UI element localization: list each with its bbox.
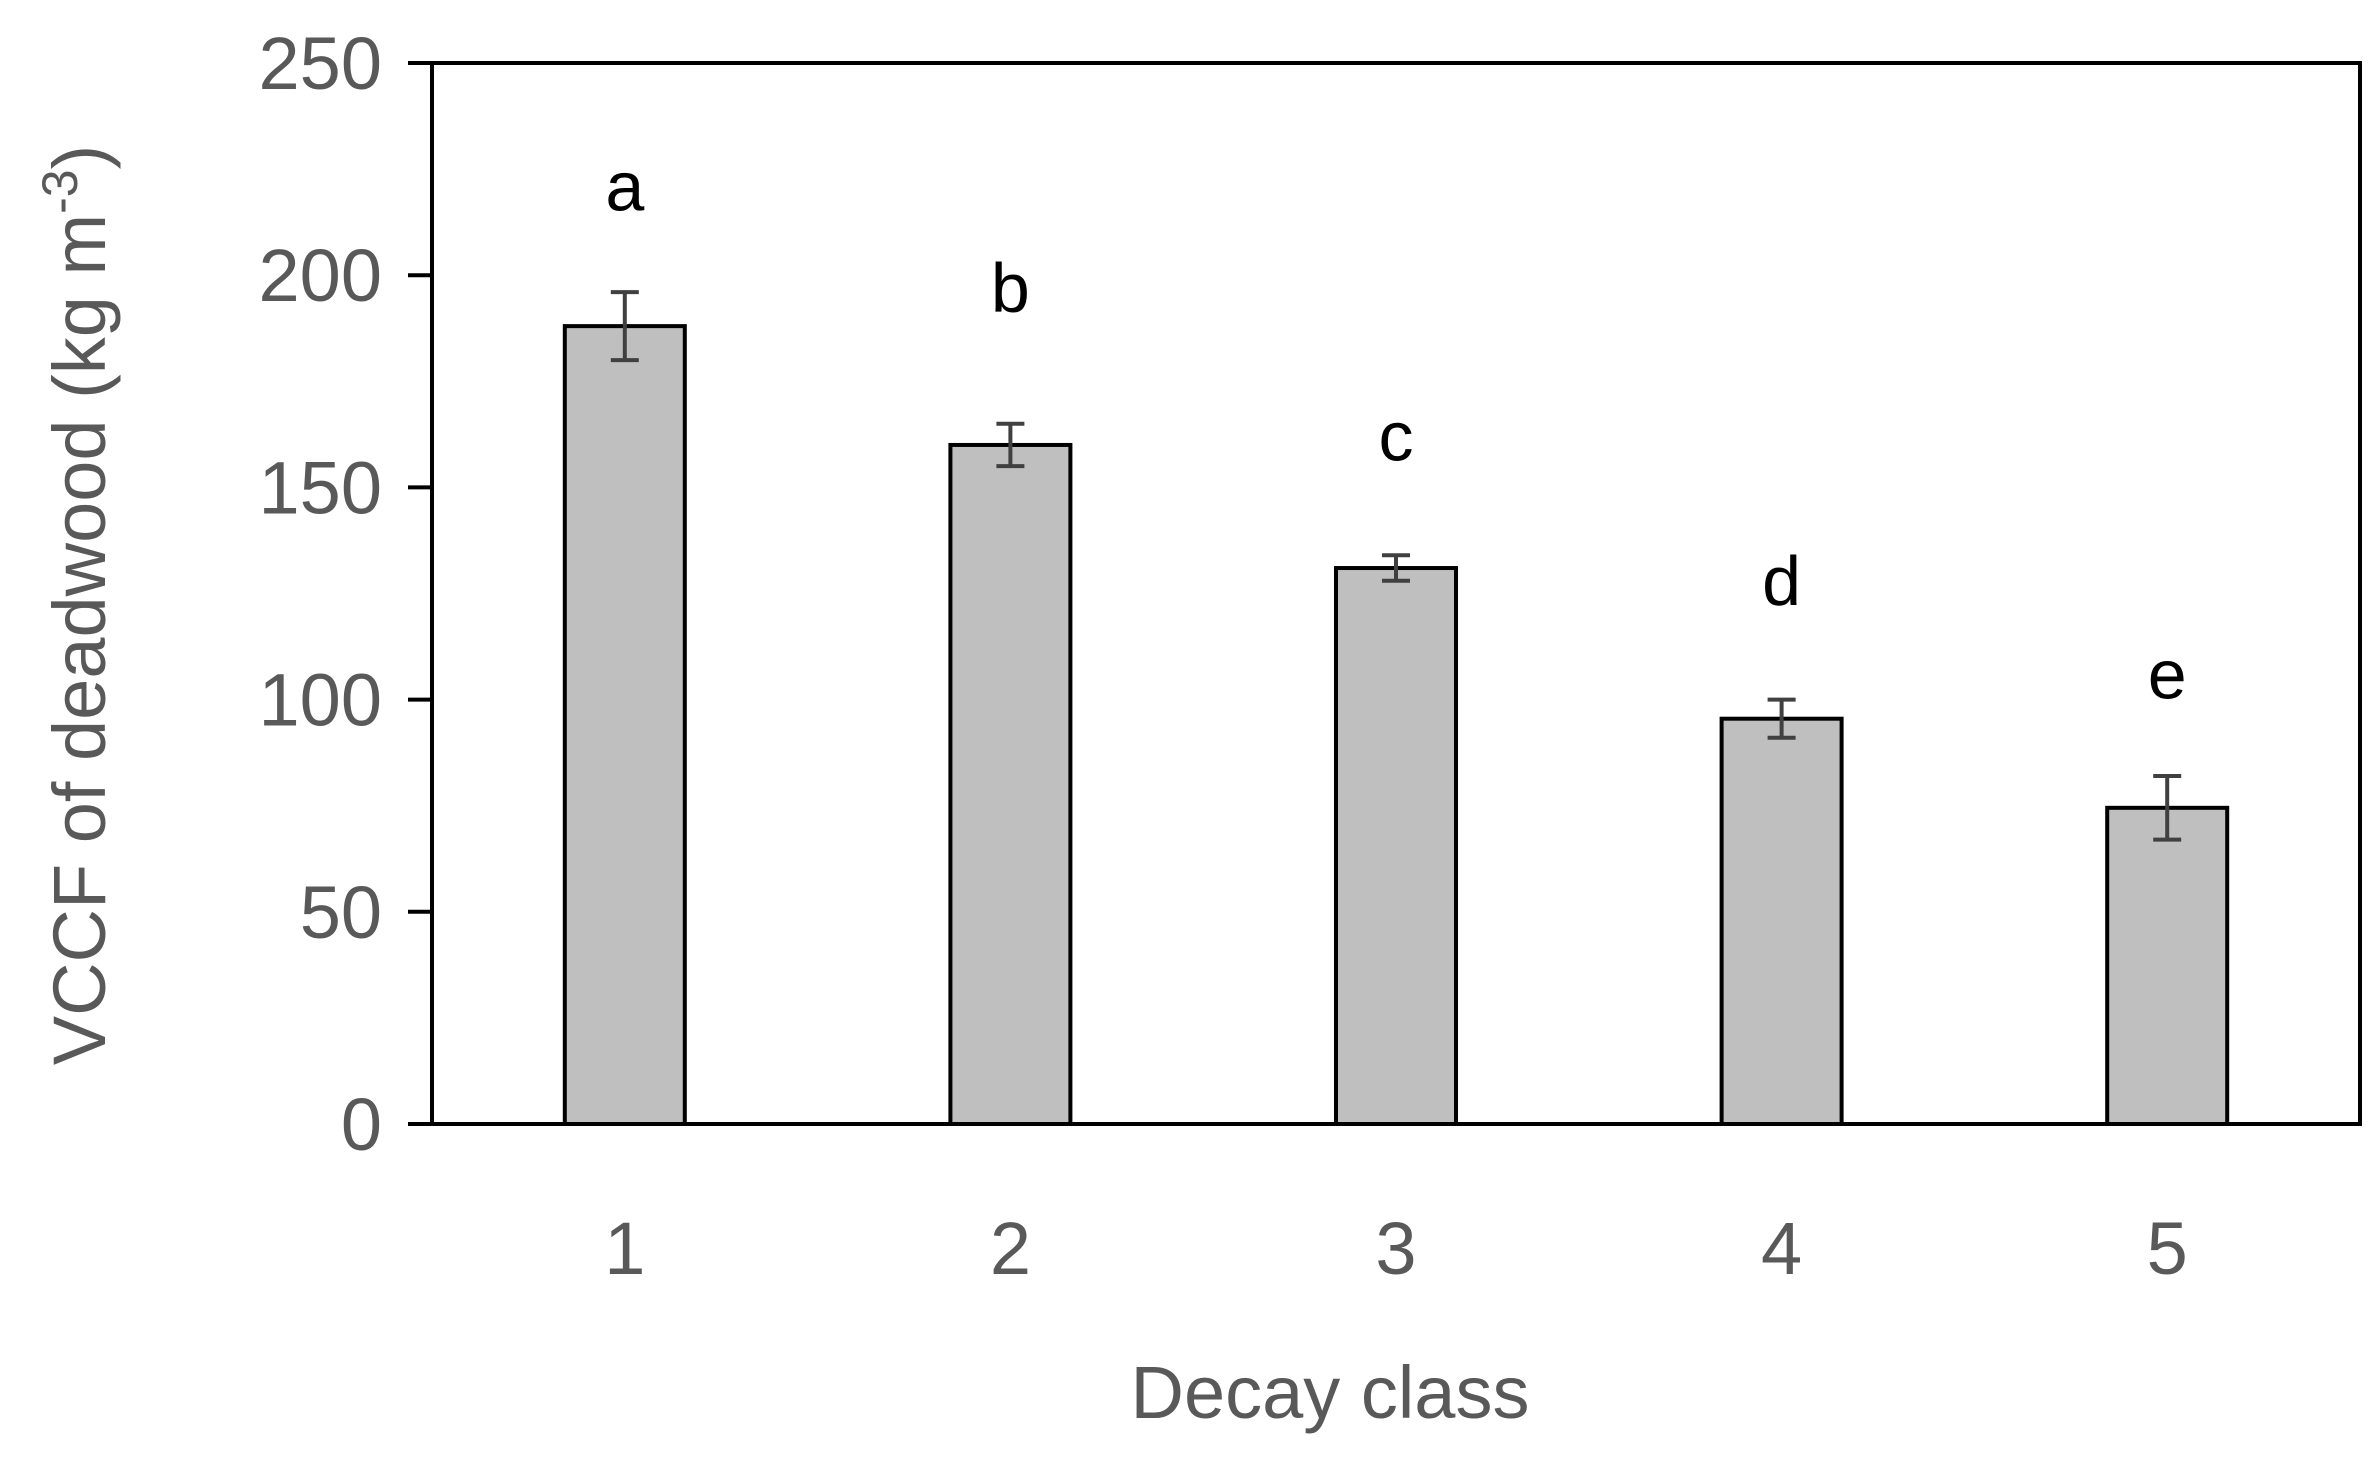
significance-letter: d (1762, 542, 1801, 620)
y-axis-title-close: ) (38, 145, 121, 170)
x-axis-title: Decay class (1131, 1351, 1530, 1434)
bar (1334, 566, 1458, 1126)
bar (2105, 805, 2230, 1127)
text-layer: Decay class VCCF of deadwood (kg m-3) (32, 145, 1529, 1434)
y-tick-label: 200 (259, 234, 382, 317)
significance-letter: e (2148, 635, 2187, 713)
y-tick-label: 250 (259, 22, 382, 105)
y-tick-label: 100 (259, 659, 382, 742)
y-tick-label: 50 (300, 871, 382, 954)
y-axis-title: VCCF of deadwood (kg m-3) (32, 145, 121, 1066)
x-tick-label: 2 (990, 1207, 1031, 1290)
significance-letter: a (605, 147, 644, 225)
x-tick-label: 4 (1761, 1207, 1802, 1290)
bar (948, 442, 1073, 1126)
plot-area: 0 50 100 150 200 250 1 a 2 b 3 c 4 d 5 e (259, 22, 2362, 1290)
y-tick-label: 0 (341, 1083, 382, 1166)
x-tick-label: 1 (604, 1207, 645, 1290)
significance-letter: b (991, 249, 1030, 327)
bar (1719, 716, 1844, 1126)
y-tick-label: 150 (259, 446, 382, 529)
significance-letter: c (1379, 398, 1414, 476)
bar (562, 324, 687, 1126)
x-tick-label: 3 (1375, 1207, 1416, 1290)
y-axis-title-main: VCCF of deadwood (kg m (38, 214, 121, 1065)
y-axis-title-superscript: -3 (32, 169, 88, 213)
x-tick-label: 5 (2147, 1207, 2188, 1290)
